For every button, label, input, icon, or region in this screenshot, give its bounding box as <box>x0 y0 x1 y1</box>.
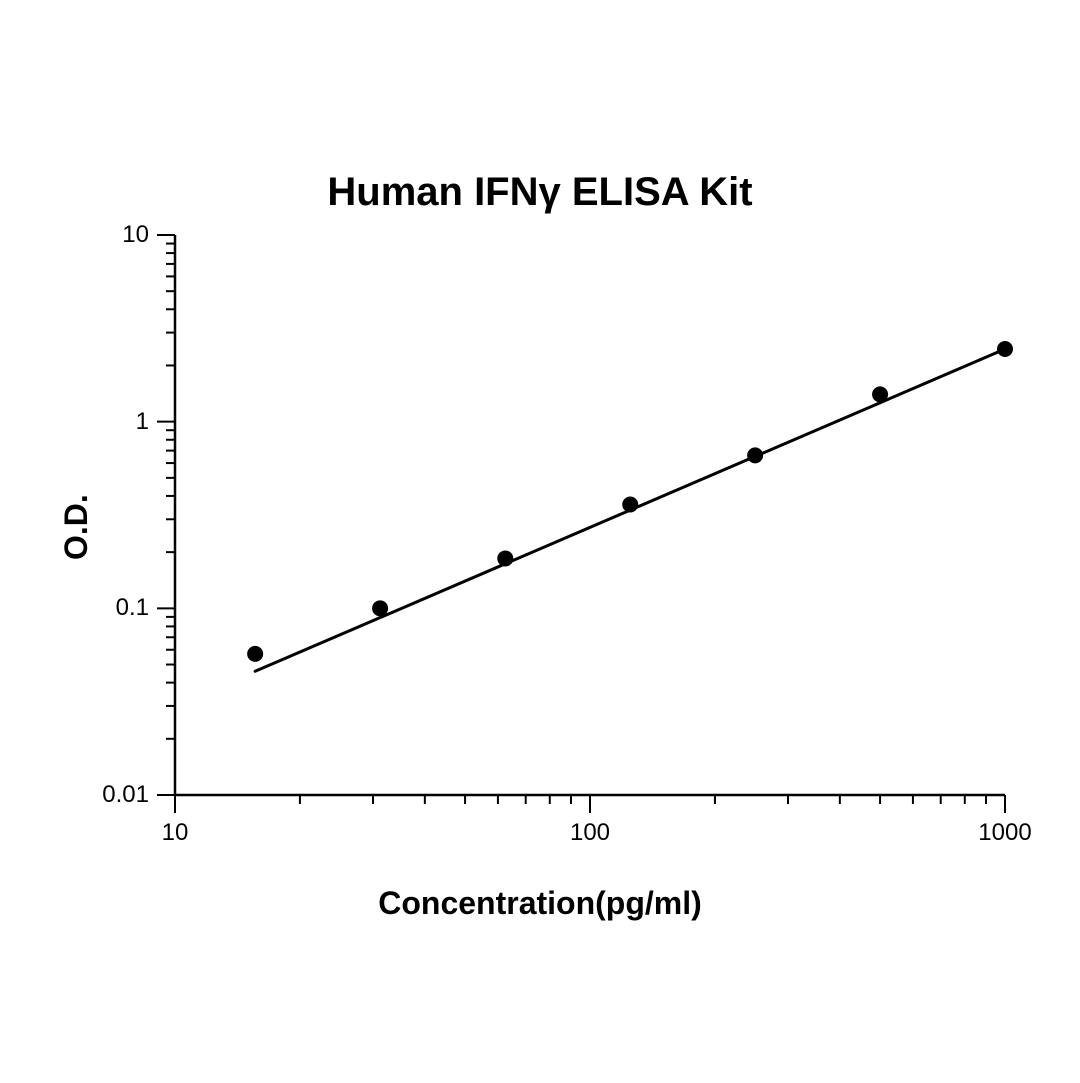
chart-frame: Human IFNγ ELISA Kit O.D. Concentration(… <box>0 0 1080 1083</box>
y-tick-label: 1 <box>136 408 149 436</box>
data-marker <box>497 550 513 566</box>
data-marker <box>247 646 263 662</box>
x-tick-label: 10 <box>135 819 215 847</box>
data-marker <box>872 386 888 402</box>
data-marker <box>747 447 763 463</box>
x-axis-label: Concentration(pg/ml) <box>0 885 1080 922</box>
data-marker <box>372 600 388 616</box>
chart-title: Human IFNγ ELISA Kit <box>0 170 1080 215</box>
y-axis-label: O.D. <box>58 494 95 560</box>
data-marker <box>622 496 638 512</box>
y-tick-label: 0.1 <box>116 594 149 622</box>
data-marker <box>997 341 1013 357</box>
y-tick-label: 0.01 <box>102 781 149 809</box>
x-tick-label: 1000 <box>965 819 1045 847</box>
x-tick-label: 100 <box>550 819 630 847</box>
y-tick-label: 10 <box>122 221 149 249</box>
